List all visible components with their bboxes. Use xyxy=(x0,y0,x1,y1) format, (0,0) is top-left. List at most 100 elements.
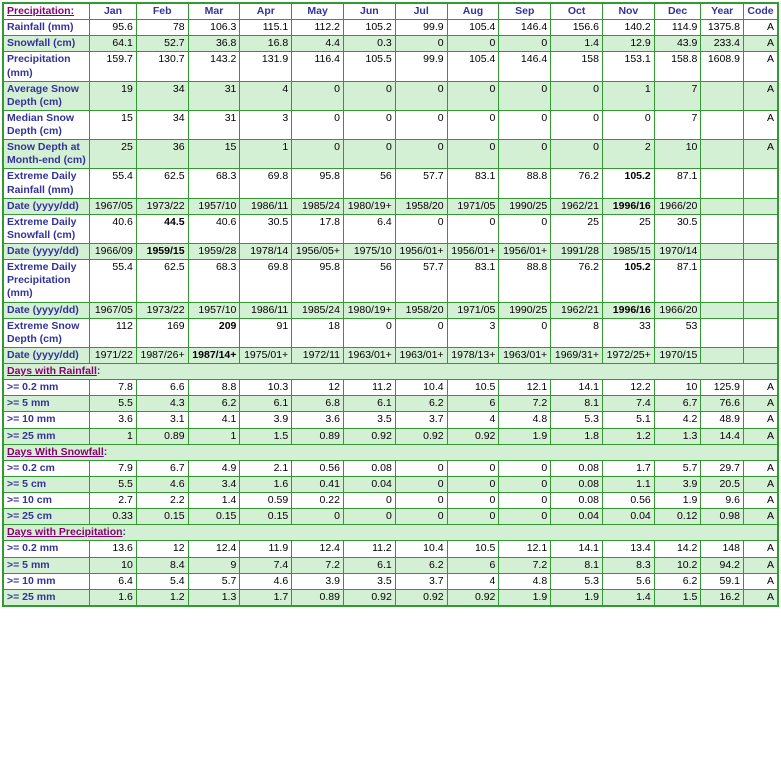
cell: 3.6 xyxy=(292,412,344,428)
cell: 1991/28 xyxy=(551,244,603,260)
cell: 10.5 xyxy=(447,380,499,396)
cell: 52.7 xyxy=(136,36,188,52)
cell: 0 xyxy=(395,318,447,347)
table-row: >= 10 mm6.45.45.74.63.93.53.744.85.35.66… xyxy=(3,573,778,589)
cell: 0 xyxy=(447,476,499,492)
cell xyxy=(743,318,778,347)
cell: 0.08 xyxy=(551,460,603,476)
section-header[interactable]: Days with Rainfall: xyxy=(3,364,778,380)
table-row: Date (yyyy/dd)1966/091959/151959/281978/… xyxy=(3,244,778,260)
cell: 1966/09 xyxy=(90,244,137,260)
cell: 0 xyxy=(499,81,551,110)
cell: 0 xyxy=(447,214,499,243)
section-header[interactable]: Days With Snowfall: xyxy=(3,444,778,460)
cell: 12 xyxy=(136,541,188,557)
table-row: Rainfall (mm)95.678106.3115.1112.2105.29… xyxy=(3,20,778,36)
cell: 1963/01+ xyxy=(343,347,395,363)
row-label: >= 0.2 cm xyxy=(3,460,90,476)
cell: 57.7 xyxy=(395,169,447,198)
cell: 13.6 xyxy=(90,541,137,557)
cell: 0 xyxy=(447,81,499,110)
cell: 105.4 xyxy=(447,20,499,36)
header-jul: Jul xyxy=(395,3,447,20)
cell: 14.2 xyxy=(654,541,701,557)
cell xyxy=(743,347,778,363)
cell: 1975/10 xyxy=(343,244,395,260)
cell: 2.2 xyxy=(136,493,188,509)
table-row: Snow Depth at Month-end (cm)253615100000… xyxy=(3,140,778,169)
cell: 9 xyxy=(188,557,240,573)
section-header[interactable]: Days with Precipitation: xyxy=(3,525,778,541)
cell: 5.3 xyxy=(551,412,603,428)
cell: 4.8 xyxy=(499,573,551,589)
row-label: >= 0.2 mm xyxy=(3,380,90,396)
cell: 3.1 xyxy=(136,412,188,428)
cell: 0.56 xyxy=(292,460,344,476)
cell: 15 xyxy=(188,140,240,169)
cell: 1966/20 xyxy=(654,302,701,318)
cell: 0.08 xyxy=(343,460,395,476)
cell: A xyxy=(743,36,778,52)
cell xyxy=(701,347,744,363)
cell xyxy=(701,198,744,214)
cell: 7.8 xyxy=(90,380,137,396)
cell: 0 xyxy=(499,476,551,492)
cell: 158.8 xyxy=(654,52,701,81)
cell: 0 xyxy=(447,493,499,509)
table-row: >= 5 mm108.497.47.26.16.267.28.18.310.29… xyxy=(3,557,778,573)
cell: 1969/31+ xyxy=(551,347,603,363)
cell: 1 xyxy=(240,140,292,169)
cell xyxy=(743,260,778,302)
cell: 1.4 xyxy=(188,493,240,509)
cell: 0 xyxy=(602,110,654,139)
row-label: Snowfall (cm) xyxy=(3,36,90,52)
cell: 4 xyxy=(447,412,499,428)
cell: 95.6 xyxy=(90,20,137,36)
cell: 12.4 xyxy=(292,541,344,557)
header-section-link[interactable]: Precipitation: xyxy=(3,3,90,20)
row-label: Average Snow Depth (cm) xyxy=(3,81,90,110)
header-code: Code xyxy=(743,3,778,20)
cell: 11.2 xyxy=(343,380,395,396)
cell: 4.2 xyxy=(654,412,701,428)
cell: 1978/13+ xyxy=(447,347,499,363)
cell: 1 xyxy=(602,81,654,110)
cell: 20.5 xyxy=(701,476,744,492)
table-row: >= 10 cm2.72.21.40.590.2200000.080.561.9… xyxy=(3,493,778,509)
cell: 105.2 xyxy=(343,20,395,36)
cell: 5.3 xyxy=(551,573,603,589)
cell: 44.5 xyxy=(136,214,188,243)
cell: 10.2 xyxy=(654,557,701,573)
cell: 0.92 xyxy=(343,428,395,444)
cell: 0.41 xyxy=(292,476,344,492)
cell: 1972/25+ xyxy=(602,347,654,363)
row-label: >= 25 mm xyxy=(3,428,90,444)
cell: 0 xyxy=(499,214,551,243)
cell: 10 xyxy=(654,380,701,396)
row-label: Date (yyyy/dd) xyxy=(3,244,90,260)
cell: 0.04 xyxy=(551,509,603,525)
cell: 5.7 xyxy=(188,573,240,589)
cell: 3.7 xyxy=(395,573,447,589)
cell: 87.1 xyxy=(654,169,701,198)
row-label: >= 25 mm xyxy=(3,589,90,606)
cell: 1986/11 xyxy=(240,302,292,318)
cell: 0.15 xyxy=(136,509,188,525)
cell: 1.9 xyxy=(551,589,603,606)
cell: 115.1 xyxy=(240,20,292,36)
cell: 4 xyxy=(240,81,292,110)
row-label: Extreme Snow Depth (cm) xyxy=(3,318,90,347)
row-label: >= 5 mm xyxy=(3,557,90,573)
cell: 1.9 xyxy=(499,428,551,444)
cell: A xyxy=(743,52,778,81)
table-row: Extreme Daily Snowfall (cm)40.644.540.63… xyxy=(3,214,778,243)
header-sep: Sep xyxy=(499,3,551,20)
cell: 2.1 xyxy=(240,460,292,476)
cell: 131.9 xyxy=(240,52,292,81)
cell: 6.1 xyxy=(240,396,292,412)
cell: 3.6 xyxy=(90,412,137,428)
cell xyxy=(701,302,744,318)
table-body: Rainfall (mm)95.678106.3115.1112.2105.29… xyxy=(3,20,778,606)
table-row: >= 25 mm10.8911.50.890.920.920.921.91.81… xyxy=(3,428,778,444)
cell: 0 xyxy=(292,81,344,110)
